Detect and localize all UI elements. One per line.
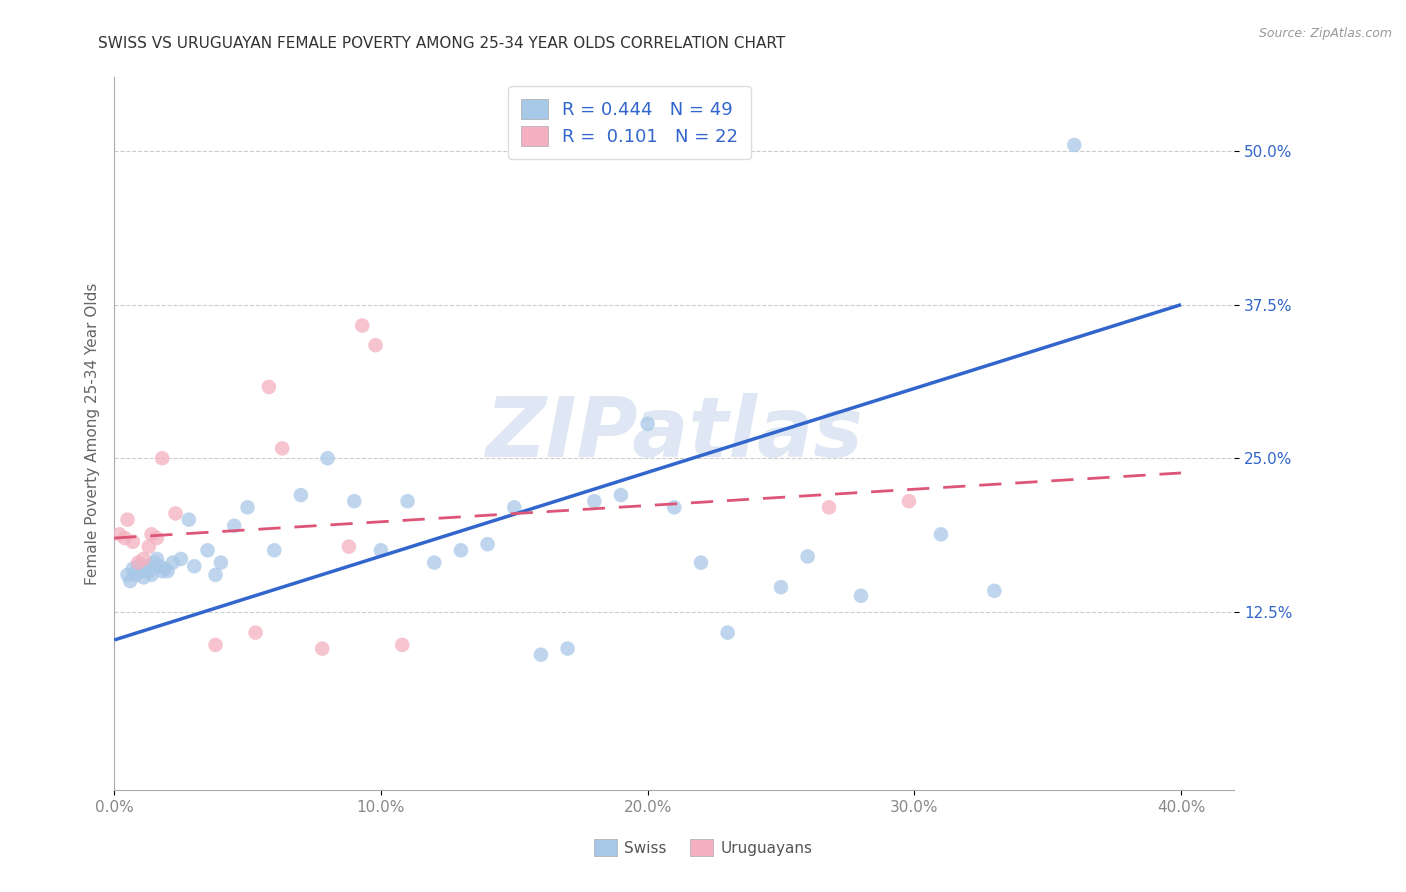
Point (796, 549, 818, 564)
Point (929, 527, 952, 541)
Point (153, 562, 176, 576)
Point (450, 543, 472, 558)
Point (197, 543, 219, 558)
Text: Source: ZipAtlas.com: Source: ZipAtlas.com (1258, 27, 1392, 40)
Point (162, 556, 184, 570)
Point (204, 567, 226, 582)
Point (311, 641, 333, 656)
Point (391, 638, 413, 652)
Point (610, 488, 633, 502)
Point (138, 540, 160, 554)
Point (337, 540, 360, 554)
Point (343, 494, 366, 508)
Point (132, 552, 155, 566)
Point (245, 625, 267, 640)
Point (290, 488, 312, 502)
Point (1063, 138, 1085, 153)
Point (143, 556, 166, 570)
Point (352, 318, 374, 333)
Point (120, 574, 142, 588)
Legend: R = 0.444   N = 49, R =  0.101   N = 22: R = 0.444 N = 49, R = 0.101 N = 22 (508, 87, 751, 159)
Point (148, 559, 170, 574)
Point (364, 338, 387, 352)
Point (150, 451, 173, 466)
Point (583, 494, 606, 508)
Point (530, 648, 553, 662)
Point (849, 589, 872, 603)
Point (141, 567, 163, 582)
Point (117, 567, 139, 582)
Point (165, 507, 187, 521)
Point (396, 494, 419, 508)
Legend: Swiss, Uruguayans: Swiss, Uruguayans (588, 833, 818, 862)
Point (257, 380, 280, 394)
Point (129, 564, 152, 578)
Point (983, 583, 1005, 598)
Point (121, 562, 143, 576)
Point (236, 500, 259, 515)
Point (769, 580, 792, 594)
Point (370, 543, 392, 558)
Point (664, 500, 686, 515)
Point (135, 559, 157, 574)
Point (177, 513, 200, 527)
Point (121, 534, 143, 549)
Point (717, 625, 740, 640)
Point (146, 531, 169, 545)
Point (183, 559, 205, 574)
Point (224, 518, 246, 533)
Point (503, 500, 526, 515)
Point (897, 494, 920, 508)
Point (637, 417, 659, 431)
Point (156, 564, 179, 578)
Text: SWISS VS URUGUAYAN FEMALE POVERTY AMONG 25-34 YEAR OLDS CORRELATION CHART: SWISS VS URUGUAYAN FEMALE POVERTY AMONG … (98, 36, 786, 51)
Point (127, 556, 149, 570)
Point (132, 570, 155, 584)
Point (209, 556, 232, 570)
Point (138, 564, 160, 578)
Point (263, 543, 285, 558)
Point (108, 527, 131, 541)
Point (423, 556, 446, 570)
Point (557, 641, 579, 656)
Point (818, 500, 841, 515)
Text: ZIPatlas: ZIPatlas (485, 393, 863, 475)
Point (127, 559, 149, 574)
Point (271, 442, 294, 456)
Point (477, 537, 499, 551)
Y-axis label: Female Poverty Among 25-34 Year Olds: Female Poverty Among 25-34 Year Olds (86, 283, 100, 585)
Point (204, 638, 226, 652)
Point (117, 513, 139, 527)
Point (690, 556, 713, 570)
Point (316, 451, 339, 466)
Point (170, 552, 193, 566)
Point (114, 531, 136, 545)
Point (146, 552, 169, 566)
Point (150, 564, 173, 578)
Point (141, 527, 163, 541)
Point (124, 567, 146, 582)
